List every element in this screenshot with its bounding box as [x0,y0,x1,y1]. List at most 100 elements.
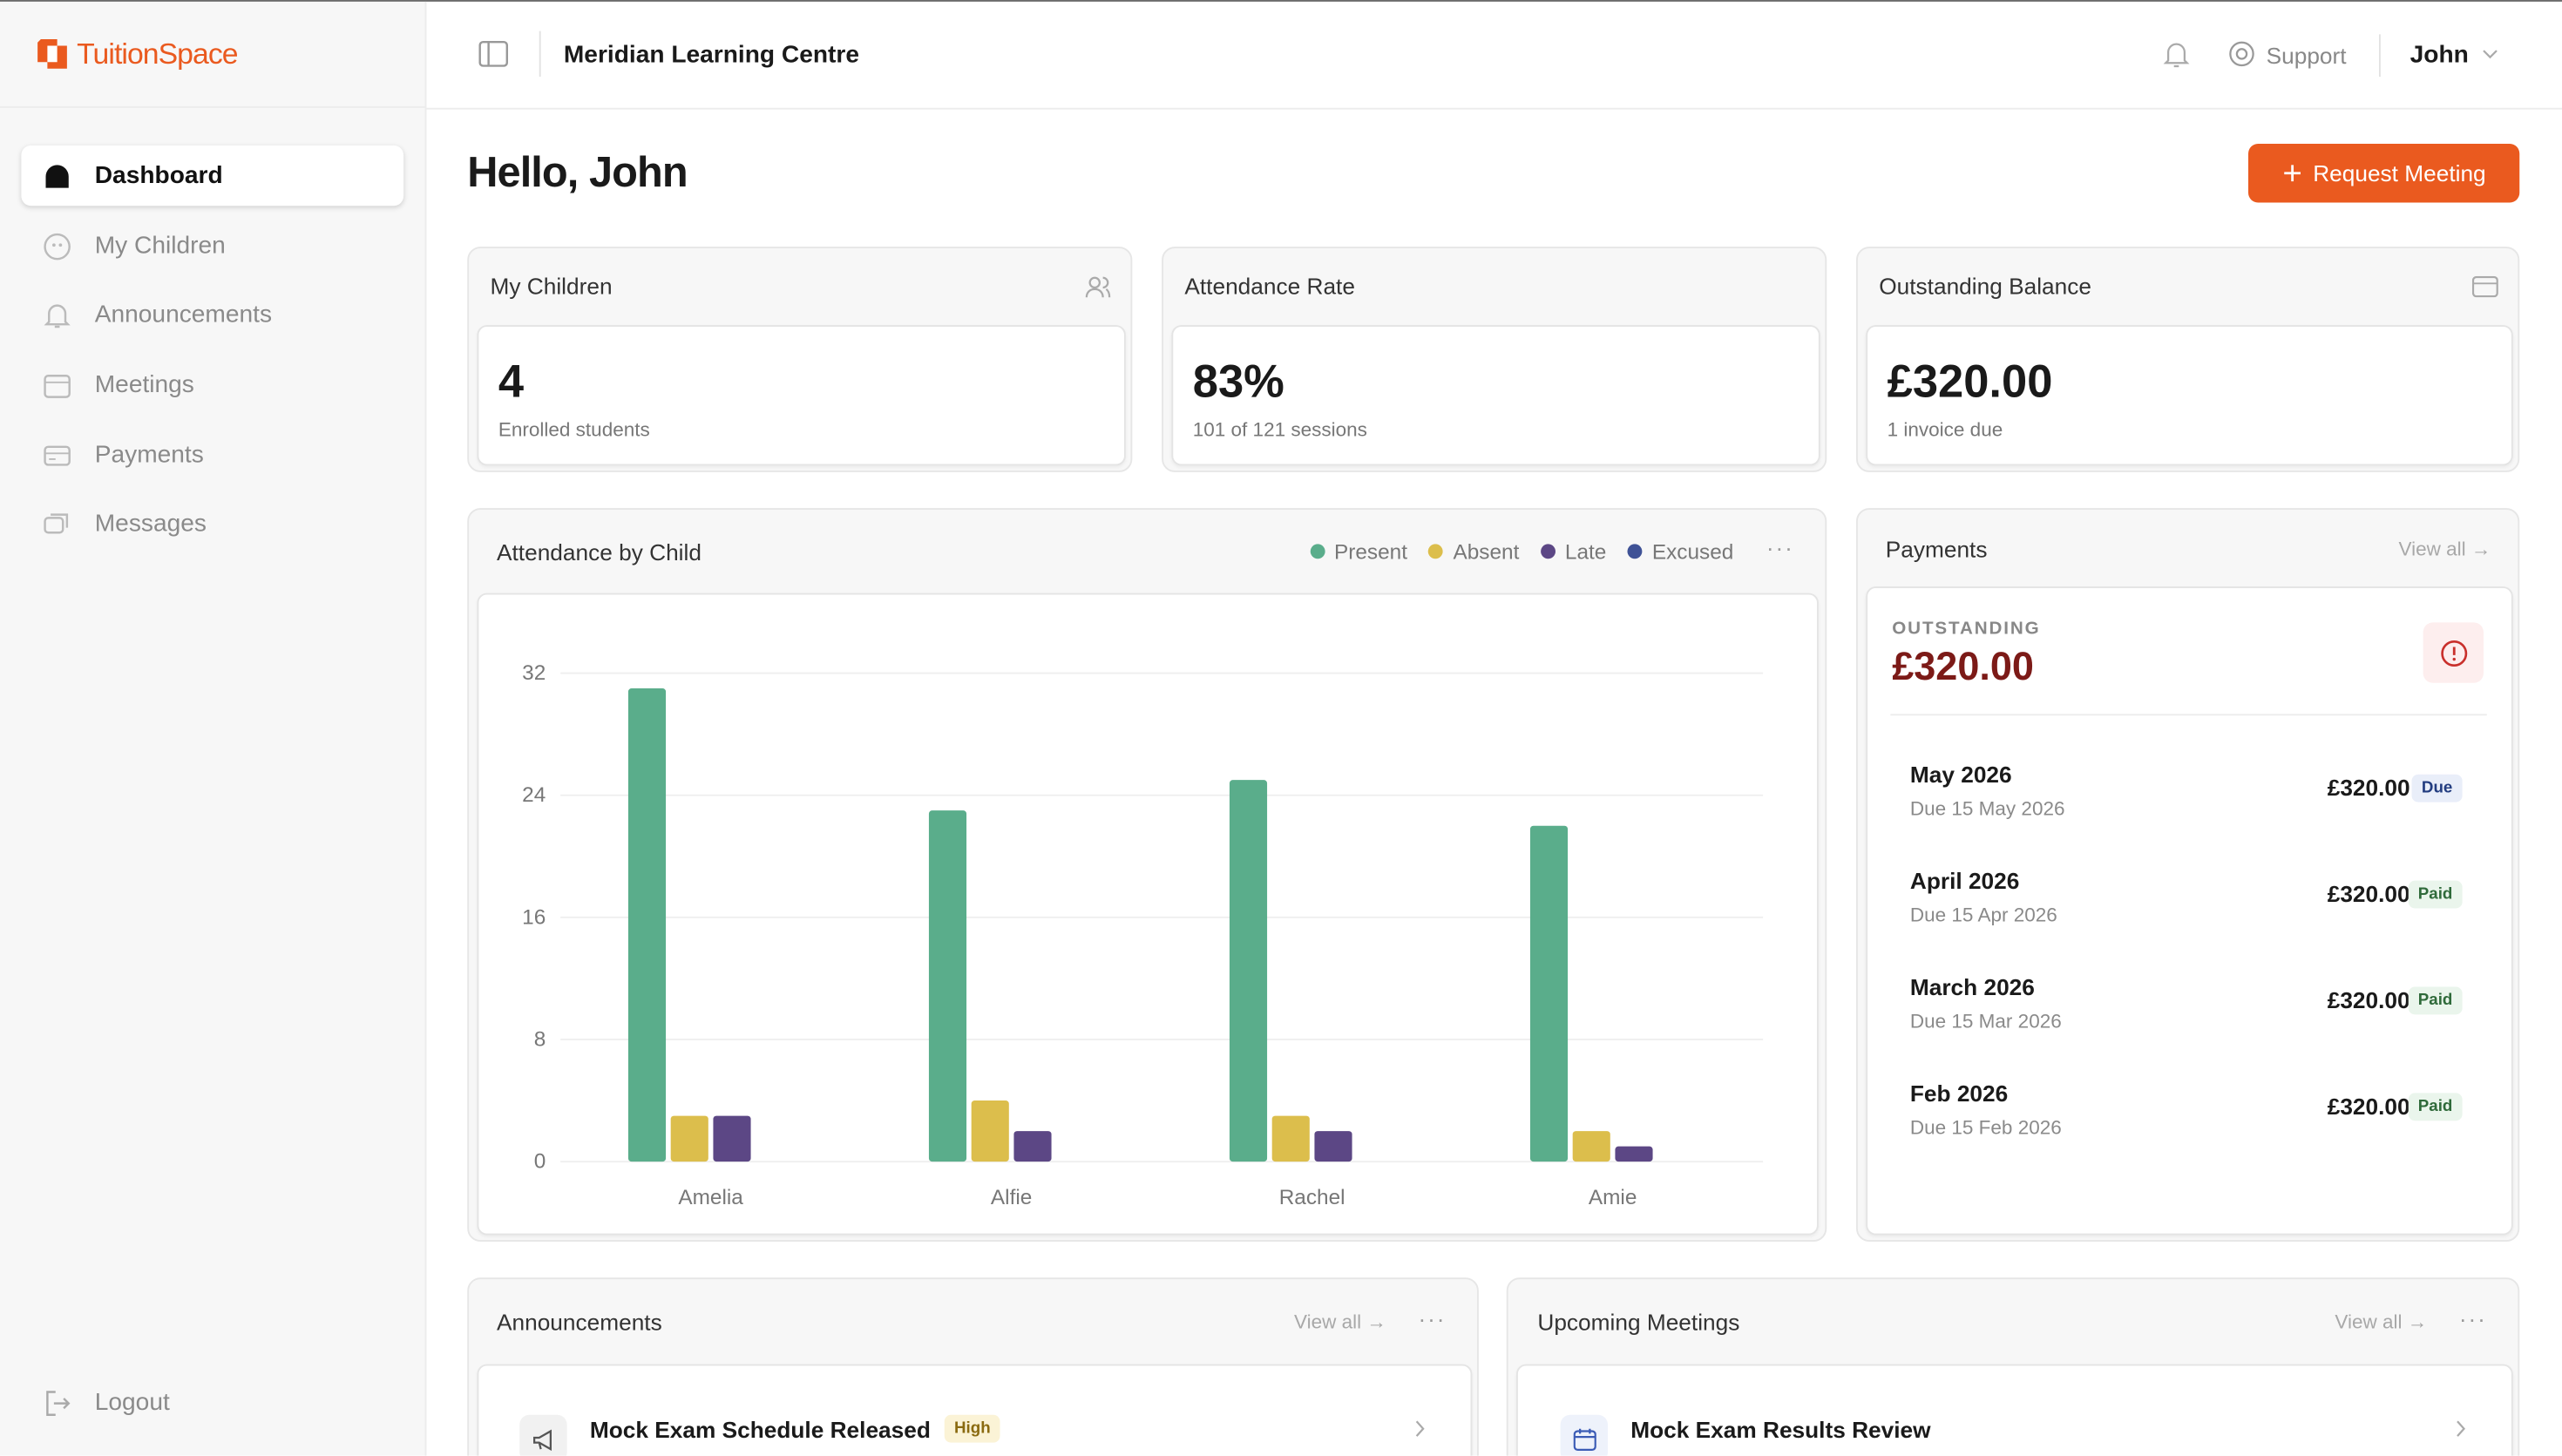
bar [671,1116,708,1162]
notifications[interactable] [2164,41,2190,69]
bar [1272,1116,1310,1162]
legend-item: Present [1310,539,1407,564]
payment-due: Due 15 Mar 2026 [1910,1010,2062,1033]
payment-due: Due 15 Apr 2026 [1910,904,2057,926]
outstanding-amount: £320.00 [1892,646,2034,692]
panel-toggle[interactable] [478,41,508,67]
legend-swatch [1310,544,1325,559]
divider [539,31,541,78]
user-menu[interactable]: John [2410,41,2469,69]
y-tick-label: 24 [522,783,546,807]
stat-body: £320.00 1 invoice due [1866,325,2513,465]
payment-month: Feb 2026 [1910,1080,2008,1106]
bar [1615,1147,1652,1162]
legend-swatch [1541,544,1556,559]
x-tick-label: Amie [1589,1186,1637,1209]
stat-note: Enrolled students [498,418,650,441]
view-all[interactable]: View all → [1294,1310,1386,1333]
payment-amount: £320.00 [2328,1093,2410,1119]
stat-value: £320.00 [1888,356,2053,409]
chevron [2454,1419,2467,1438]
payment-due: Due 15 Feb 2026 [1910,1116,2062,1139]
bar [628,688,666,1161]
card-title: Payments [1886,536,1988,562]
divider [1890,714,2486,715]
nav-label: My Children [95,232,226,260]
more-menu[interactable]: ··· [2459,1305,2487,1331]
stat-card: My Children 4 Enrolled students [467,247,1132,472]
brand-name: TuitionSpace [77,37,238,71]
topbar: Meridian Learning Centre Support John [425,2,2562,110]
stat-title: Outstanding Balance [1879,273,2091,299]
meeting-item[interactable]: Mock Exam Results Review [1516,1365,2513,1456]
payments-card: Payments View all → OUTSTANDING £320.00 … [1856,508,2519,1242]
legend-label: Absent [1453,539,1519,564]
bar [1013,1131,1051,1161]
nav-item[interactable]: Meetings [21,355,403,415]
payment-amount: £320.00 [2328,775,2410,801]
bar [1230,780,1267,1161]
bar [713,1116,750,1162]
status-badge: Paid [2409,1093,2463,1121]
nav-item[interactable]: Messages [21,493,403,553]
view-all[interactable]: View all → [2335,1310,2427,1333]
outstanding-label: OUTSTANDING [1892,620,2040,640]
nav-item[interactable]: My Children [21,216,403,276]
org-name: Meridian Learning Centre [564,41,859,69]
request-meeting-button[interactable]: Request Meeting [2248,144,2519,203]
support-icon [2229,41,2255,67]
stat-body: 4 Enrolled students [478,325,1126,465]
nav-item[interactable]: Announcements [21,284,403,344]
nav-label: Announcements [95,301,272,328]
payment-amount: £320.00 [2328,881,2410,907]
legend-item: Late [1541,539,1607,564]
stat-note: 101 of 121 sessions [1193,418,1367,441]
chevron [1413,1419,1427,1438]
priority-badge: High [945,1415,1000,1443]
support-link[interactable]: Support [2267,43,2347,69]
stat-card: Outstanding Balance £320.00 1 invoice du… [1856,247,2519,472]
y-tick-label: 0 [534,1150,546,1174]
stat-body: 83% 101 of 121 sessions [1171,325,1820,465]
payment-due: Due 15 May 2026 [1910,797,2065,820]
bar [929,810,966,1161]
nav-label: Messages [95,510,207,538]
divider [0,106,425,108]
card-title: Announcements [497,1309,662,1335]
legend-swatch [1428,544,1443,559]
alert-icon [2423,622,2484,682]
payment-month: March 2026 [1910,974,2035,1000]
chevron [2482,47,2498,60]
more-menu[interactable]: ··· [1419,1305,1447,1331]
nav-item[interactable]: Dashboard [21,146,403,206]
button-label: Request Meeting [2313,160,2485,186]
more-menu[interactable]: ··· [1766,534,1794,560]
x-tick-label: Alfie [991,1186,1032,1209]
item-icon [1561,1415,1608,1456]
legend-swatch [1628,544,1643,559]
bar [1573,1131,1610,1161]
announcement-item[interactable]: Mock Exam Schedule Released High [478,1365,1473,1456]
stat-value: 4 [498,356,524,409]
status-badge: Due [2412,775,2463,802]
nav-item[interactable]: Payments [21,425,403,485]
item-icon [519,1415,566,1456]
stat-note: 1 invoice due [1888,418,2003,441]
status-badge: Paid [2409,987,2463,1015]
chart-title: Attendance by Child [497,539,702,565]
logout[interactable]: Logout [21,1372,403,1432]
view-all[interactable]: View all → [2399,538,2491,560]
legend-item: Absent [1428,539,1519,564]
announcements-card: Announcements View all → ··· Mock Exam S… [467,1277,1479,1455]
payment-amount: £320.00 [2328,987,2410,1013]
legend-label: Late [1565,539,1606,564]
